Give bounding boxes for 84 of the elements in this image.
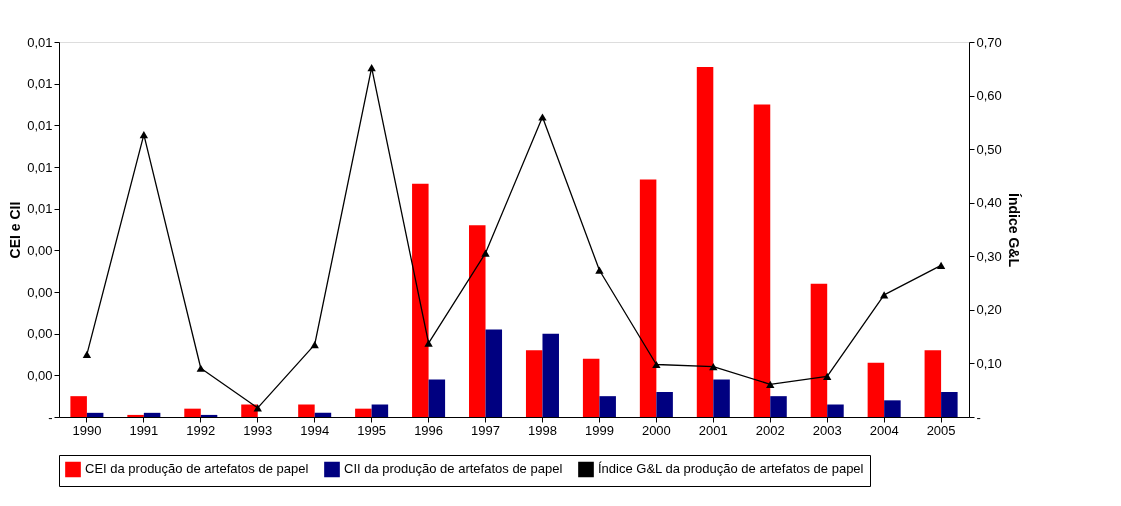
- x-tick-label: 1997: [471, 422, 500, 438]
- y-tick-label: 0,01: [27, 201, 53, 217]
- x-tick-label: 2003: [812, 422, 842, 438]
- bar: [143, 412, 161, 417]
- point: [936, 261, 946, 270]
- legend-label: Índice G&L da produção de artefatos de papel: [598, 461, 864, 477]
- x-tick-label: 1992: [186, 422, 216, 438]
- y2-tick-label: 0,70: [976, 34, 1002, 50]
- y-tick-label: 0,00: [27, 242, 53, 258]
- bar: [298, 404, 315, 417]
- bar: [582, 358, 600, 417]
- x-tick-label: 2002: [755, 422, 785, 438]
- bar: [428, 379, 446, 417]
- x-tick-label: 1994: [300, 422, 330, 438]
- bar: [867, 362, 885, 417]
- bar: [314, 412, 332, 417]
- x-tick-label: 1998: [528, 422, 557, 438]
- bar: [184, 408, 201, 417]
- point: [709, 363, 718, 371]
- bar: [599, 396, 616, 417]
- bar: [810, 283, 828, 417]
- bar: [884, 400, 901, 417]
- point: [652, 360, 661, 369]
- bar: [696, 67, 714, 417]
- legend-label: CEI da produção de artefatos de papel: [85, 461, 309, 477]
- x-tick-label: 1996: [414, 422, 444, 438]
- point: [82, 350, 92, 358]
- y2-tick-label: -: [976, 409, 981, 425]
- bar: [713, 379, 730, 417]
- point: [196, 364, 205, 372]
- y-tick-label: -: [48, 409, 53, 425]
- y2-tick-label: 0,20: [976, 302, 1002, 318]
- legend-label: CII da produção de artefatos de papel: [344, 461, 563, 477]
- bar: [753, 104, 771, 417]
- x-tick-label: 1990: [72, 422, 102, 438]
- bar: [941, 392, 958, 417]
- x-tick-label: 1995: [357, 422, 387, 438]
- x-tick-label: 2004: [869, 422, 899, 438]
- bar: [412, 183, 429, 417]
- bar: [371, 404, 389, 417]
- x-tick-label: 1999: [584, 422, 614, 438]
- y2-tick-label: 0,10: [976, 355, 1002, 371]
- y-tick-label: 0,00: [27, 284, 53, 300]
- bar: [770, 396, 787, 417]
- bar: [639, 179, 657, 417]
- y-tick-label: 0,01: [27, 34, 53, 50]
- point: [139, 131, 149, 139]
- bar: [924, 350, 942, 417]
- bar: [469, 225, 486, 417]
- y-tick-label: 0,01: [27, 76, 53, 92]
- bar: [542, 333, 559, 417]
- bar: [525, 350, 543, 417]
- y-axis-title: CEI e CII: [7, 201, 24, 259]
- y-tick-label: 0,01: [27, 159, 53, 175]
- bar: [86, 412, 104, 417]
- point: [253, 404, 262, 412]
- point: [538, 113, 547, 121]
- x-tick-label: 1993: [243, 422, 273, 438]
- point: [595, 266, 604, 274]
- y2-axis-title: Índice G&L: [1005, 193, 1022, 268]
- bar: [127, 414, 144, 417]
- bar: [485, 329, 503, 417]
- x-tick-label: 2005: [926, 422, 956, 438]
- point: [766, 380, 775, 388]
- x-tick-label: 2000: [641, 422, 671, 438]
- bar: [70, 396, 87, 417]
- x-tick-label: 1991: [129, 422, 159, 438]
- x-tick-label: 2001: [698, 422, 728, 438]
- point: [367, 64, 376, 72]
- y2-tick-label: 0,30: [976, 248, 1002, 264]
- y-tick-label: 0,00: [27, 326, 53, 342]
- point: [481, 249, 490, 257]
- y-tick-label: 0,00: [27, 367, 53, 383]
- y2-tick-label: 0,40: [976, 195, 1002, 211]
- point: [823, 372, 832, 380]
- bar: [656, 392, 673, 417]
- bar: [827, 404, 844, 417]
- y-tick-label: 0,01: [27, 117, 53, 133]
- bar: [200, 414, 218, 417]
- bar: [355, 408, 372, 417]
- point: [424, 339, 433, 347]
- point: [310, 341, 319, 349]
- y2-tick-label: 0,60: [976, 88, 1002, 104]
- y2-tick-label: 0,50: [976, 141, 1002, 157]
